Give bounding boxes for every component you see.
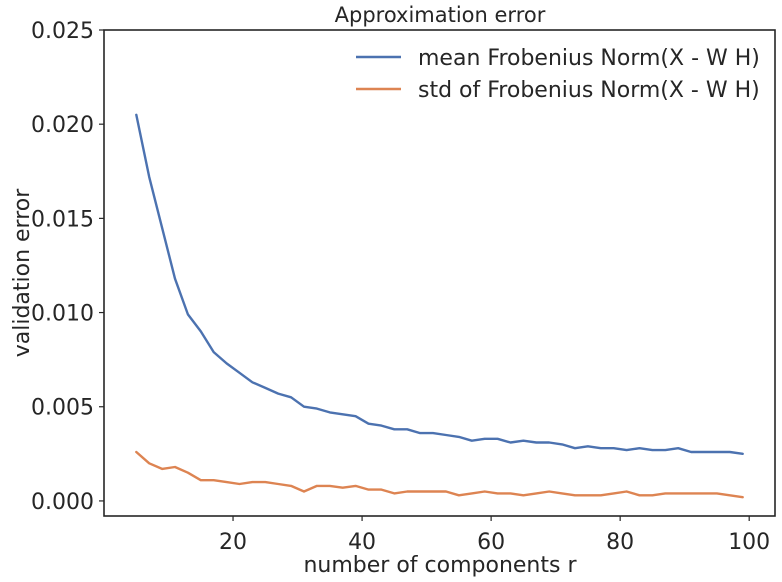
series-layer — [135, 113, 744, 499]
y-tick-label: 0.000 — [31, 490, 94, 515]
x-tick-label: 80 — [606, 530, 634, 555]
legend: mean Frobenius Norm(X - W H) std of Frobe… — [356, 46, 760, 103]
legend-label: mean Frobenius Norm(X - W H) — [418, 46, 760, 71]
legend-label: std of Frobenius Norm(X - W H) — [418, 78, 760, 103]
x-axis-ticks: 20 40 60 80 100 — [219, 516, 770, 555]
x-tick-label: 40 — [348, 530, 376, 555]
y-tick-label: 0.010 — [31, 302, 94, 327]
series-line-std — [135, 450, 744, 499]
x-tick-label: 20 — [219, 530, 247, 555]
y-axis-ticks: 0.000 0.005 0.010 0.015 0.020 0.025 — [31, 19, 104, 515]
y-tick-label: 0.005 — [31, 396, 94, 421]
axes-frame — [103, 29, 776, 517]
y-axis-title: validation error — [10, 188, 35, 358]
x-tick-label: 60 — [477, 530, 505, 555]
x-axis-title: number of components r — [303, 553, 577, 578]
y-tick-label: 0.025 — [31, 19, 94, 44]
chart-title: Approximation error — [335, 3, 546, 27]
series-line-mean — [135, 113, 744, 455]
x-tick-label: 100 — [728, 530, 770, 555]
y-tick-label: 0.020 — [31, 113, 94, 138]
y-tick-label: 0.015 — [31, 207, 94, 232]
